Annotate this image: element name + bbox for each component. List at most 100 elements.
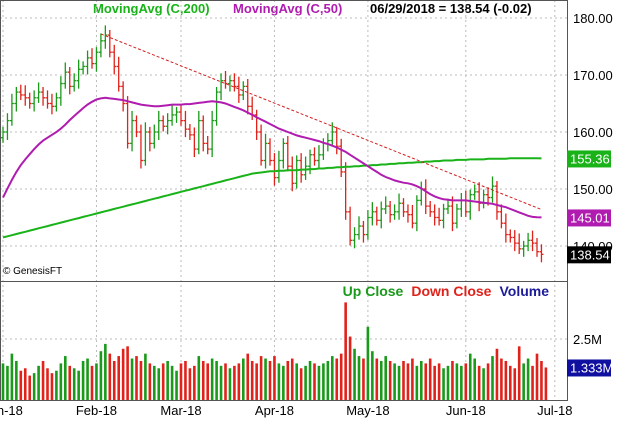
price-bar xyxy=(494,181,499,220)
volume-bar xyxy=(197,356,201,400)
volume-bar xyxy=(81,360,85,400)
volume-bar xyxy=(250,360,254,400)
price-bar xyxy=(81,61,86,75)
price-bar xyxy=(463,190,468,217)
volume-bar xyxy=(509,365,512,400)
volume-bar xyxy=(104,343,107,400)
volume-bar xyxy=(428,358,432,400)
month-tick-label: Jul-18 xyxy=(537,403,572,418)
price-bar xyxy=(526,232,531,252)
volume-bar xyxy=(424,363,428,400)
volume-bar xyxy=(526,358,530,400)
price-bar xyxy=(116,56,121,92)
price-bar xyxy=(499,204,504,229)
price-bar xyxy=(419,181,424,206)
price-bar xyxy=(290,156,295,192)
volume-bar xyxy=(264,358,267,400)
price-bar xyxy=(294,155,299,189)
price-bar xyxy=(205,135,210,155)
price-bar xyxy=(76,59,81,89)
volume-bar xyxy=(375,358,379,400)
volume-bar xyxy=(148,363,152,400)
price-bar xyxy=(210,110,215,158)
volume-bar xyxy=(397,365,401,400)
price-bar xyxy=(410,204,415,229)
month-tick-label: Jan-18 xyxy=(0,403,23,418)
volume-bar xyxy=(326,360,330,400)
month-tick-label: Jun-18 xyxy=(446,403,486,418)
svg-text:138.54: 138.54 xyxy=(570,247,610,262)
volume-bar xyxy=(121,348,125,400)
volume-bar xyxy=(295,363,298,400)
price-bar xyxy=(165,113,170,135)
volume-bar xyxy=(482,368,485,400)
volume-bar xyxy=(473,358,476,400)
price-bar xyxy=(170,105,175,126)
price-bar xyxy=(370,202,375,226)
price-bar xyxy=(63,62,68,89)
price-bar xyxy=(90,48,94,69)
volume-bar xyxy=(50,373,54,400)
price-tick-label: 170.00 xyxy=(573,68,613,83)
volume-bar xyxy=(259,356,263,400)
volume-bar xyxy=(117,356,120,400)
price-bar xyxy=(281,138,286,169)
volume-bar xyxy=(308,360,312,400)
price-bar xyxy=(303,156,308,180)
price-bar xyxy=(94,47,99,72)
volume-bar xyxy=(64,356,67,400)
volume-bar xyxy=(237,363,241,400)
price-bar xyxy=(45,90,50,109)
svg-text:1.333M: 1.333M xyxy=(570,360,613,375)
price-bar xyxy=(245,78,250,115)
volume-bar xyxy=(161,363,165,400)
volume-bar xyxy=(139,360,143,400)
volume-bar xyxy=(179,363,183,400)
price-bar xyxy=(405,204,410,223)
price-bar xyxy=(23,85,28,106)
ma200-line xyxy=(2,157,542,239)
price-bar xyxy=(446,198,450,215)
value-badges: 155.36 145.01 138.54 1.333M xyxy=(567,150,613,377)
volume-bar xyxy=(273,356,276,400)
volume-bar xyxy=(282,365,285,400)
price-bar xyxy=(397,193,402,220)
price-bar xyxy=(272,153,277,186)
volume-badge: 1.333M xyxy=(567,359,613,377)
volume-bar xyxy=(90,365,94,400)
volume-bar xyxy=(437,363,441,400)
volume-bar xyxy=(188,368,192,400)
price-bar xyxy=(27,92,32,109)
svg-text:145.01: 145.01 xyxy=(570,210,610,225)
price-bar xyxy=(312,147,317,166)
price-bar xyxy=(512,230,517,252)
price-bar xyxy=(179,104,183,126)
volume-bar xyxy=(10,353,14,400)
volume-bar xyxy=(468,353,472,400)
price-bar xyxy=(383,196,388,215)
volume-bar xyxy=(348,336,352,400)
price-bar xyxy=(5,113,10,140)
volume-bar xyxy=(433,365,436,400)
price-bar xyxy=(432,204,437,226)
price-bar xyxy=(477,182,482,212)
volume-bar xyxy=(455,363,459,400)
price-bar xyxy=(339,138,344,178)
price-bar xyxy=(67,67,72,95)
volume-bar xyxy=(68,365,72,400)
volume-bar xyxy=(224,363,227,400)
volume-bar xyxy=(277,363,281,400)
price-bar xyxy=(481,189,486,209)
month-tick-label: May-18 xyxy=(346,403,389,418)
price-bar xyxy=(379,201,384,229)
price-bar xyxy=(472,184,477,200)
volume-bar xyxy=(242,358,245,400)
price-bar xyxy=(32,90,37,112)
volume-bar xyxy=(228,368,232,400)
volume-bar xyxy=(59,363,63,400)
volume-bar xyxy=(477,365,481,400)
volume-panel-frame xyxy=(0,281,568,401)
price-bar xyxy=(530,230,535,252)
price-bar xyxy=(134,115,139,138)
volume-bar xyxy=(201,360,205,400)
